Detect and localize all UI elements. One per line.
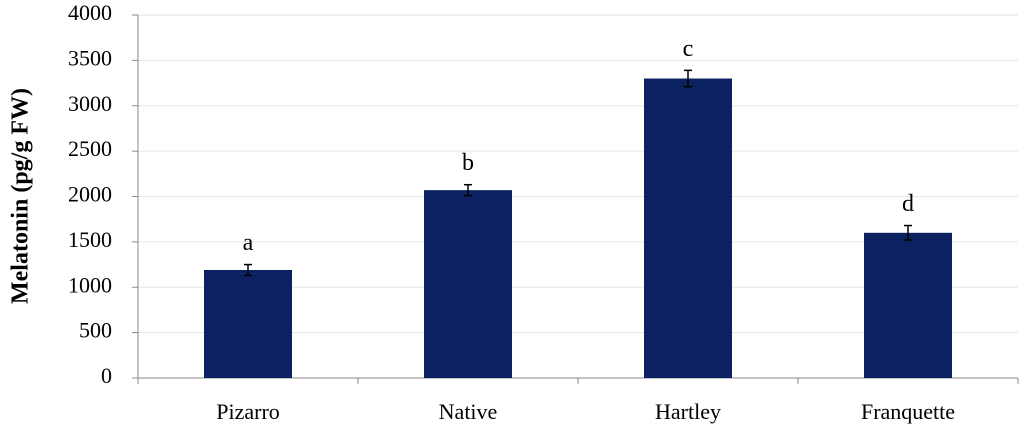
annotation: a [243, 230, 254, 256]
y-tick-label: 1500 [68, 227, 112, 252]
y-tick-label: 2000 [68, 182, 112, 207]
y-tick-label: 3000 [68, 91, 112, 116]
y-tick-label: 500 [79, 318, 112, 343]
x-tick-label: Native [439, 399, 498, 424]
y-tick-label: 1000 [68, 272, 112, 297]
error-bar [904, 224, 912, 241]
error-bar [244, 263, 252, 277]
annotation: b [462, 150, 474, 176]
x-tick-label: Franquette [861, 399, 955, 424]
x-tick-label: Hartley [655, 399, 721, 424]
y-axis-label: Melatonin (pg/g FW) [8, 88, 34, 304]
bar [644, 78, 732, 379]
y-tick-label: 4000 [68, 0, 112, 25]
error-bar [464, 183, 472, 197]
annotation: d [902, 191, 914, 217]
x-tick-label: Pizarro [216, 399, 280, 424]
bar [864, 232, 952, 378]
y-tick-label: 3500 [68, 45, 112, 70]
y-tick-label: 2500 [68, 136, 112, 161]
error-bar [684, 69, 692, 88]
bar [204, 270, 292, 378]
bar [424, 190, 512, 378]
y-tick-label: 0 [101, 363, 112, 388]
annotation: c [683, 36, 694, 62]
